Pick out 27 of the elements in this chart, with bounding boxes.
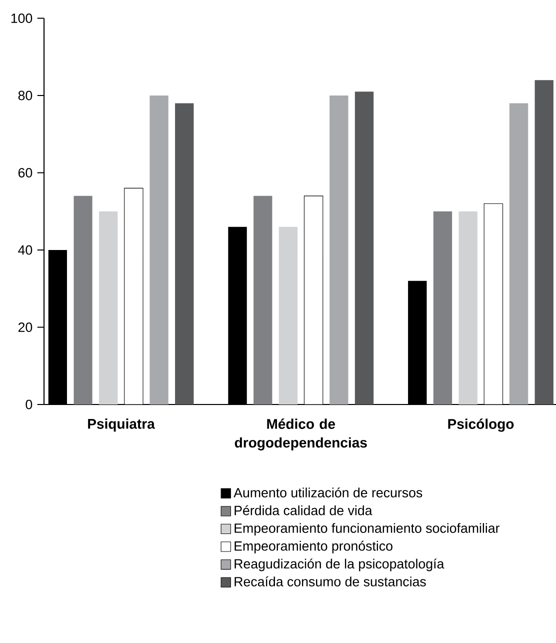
y-tick-label: 80 bbox=[18, 90, 32, 100]
y-tick-label: 20 bbox=[18, 322, 32, 332]
bar bbox=[458, 211, 478, 404]
bar bbox=[98, 211, 118, 404]
y-tick-label: 60 bbox=[18, 168, 32, 178]
y-tick-label: 0 bbox=[26, 400, 32, 410]
legend-label: Pérdida calidad de vida bbox=[234, 505, 372, 516]
y-tick-label: 40 bbox=[18, 245, 32, 255]
y-tick-label: 100 bbox=[11, 14, 32, 23]
bar bbox=[354, 92, 374, 404]
bar bbox=[534, 80, 554, 404]
legend-label: Aumento utilización de recursos bbox=[233, 487, 422, 498]
bar bbox=[329, 96, 348, 404]
x-tick-label: Psiquiatra bbox=[88, 418, 155, 432]
bar bbox=[278, 226, 298, 404]
x-tick-label: Psicólogo bbox=[448, 418, 514, 432]
legend-label: Empeoramiento funcionamiento sociofamiliar bbox=[234, 523, 500, 536]
bar bbox=[509, 103, 528, 404]
legend-label: Recaída consumo de sustancias bbox=[234, 576, 426, 586]
bar bbox=[253, 196, 272, 404]
bar bbox=[433, 211, 452, 404]
bar bbox=[174, 103, 194, 404]
legend-label: Empeoramiento pronóstico bbox=[234, 540, 392, 554]
x-tick-label: Médico de drogodependencias bbox=[234, 418, 367, 450]
bar bbox=[150, 96, 168, 404]
legend-label: Reagudización de la psicopatología bbox=[234, 558, 444, 572]
bar bbox=[74, 196, 92, 404]
